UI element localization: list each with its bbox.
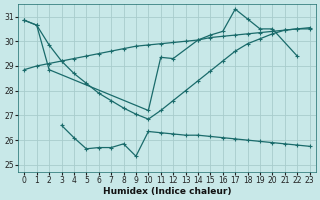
- X-axis label: Humidex (Indice chaleur): Humidex (Indice chaleur): [103, 187, 231, 196]
